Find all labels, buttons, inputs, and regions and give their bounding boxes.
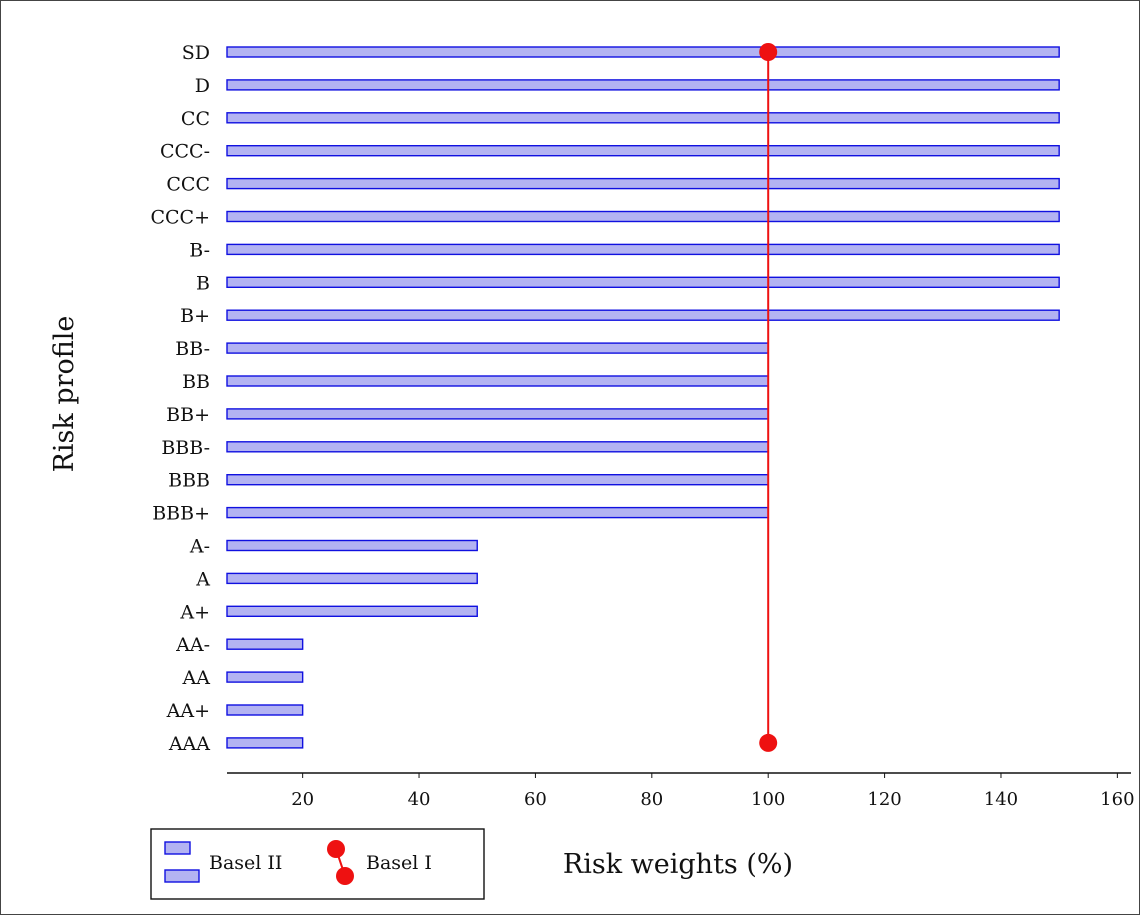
category-label-ccc: CCC bbox=[166, 174, 210, 196]
bar-bplus bbox=[226, 309, 1060, 321]
category-label-cccplus: CCC+ bbox=[150, 207, 210, 229]
bar-a bbox=[226, 572, 478, 585]
legend-basel-ii-label: Basel II bbox=[209, 852, 282, 874]
category-label-aplus: A+ bbox=[179, 601, 210, 623]
category-label-cccminus: CCC- bbox=[160, 141, 210, 163]
basel-i-series bbox=[759, 43, 778, 752]
bar-d bbox=[226, 79, 1060, 91]
legend-box bbox=[150, 828, 485, 900]
category-label-bbplus: BB+ bbox=[166, 404, 210, 426]
x-tick-label-20: 20 bbox=[291, 789, 314, 810]
category-label-a: A bbox=[195, 568, 210, 590]
bar-aaminus bbox=[226, 638, 304, 650]
bar-bbbplus bbox=[226, 506, 769, 519]
x-tick-label-160: 160 bbox=[1100, 789, 1134, 810]
legend-basel-i-marker-upper bbox=[327, 840, 345, 858]
category-label-bb: BB bbox=[182, 371, 210, 393]
category-label-aa: AA bbox=[182, 667, 211, 689]
bar-ccc bbox=[226, 177, 1060, 190]
bar-aminus bbox=[226, 539, 478, 552]
bar-aaa bbox=[226, 737, 304, 749]
category-label-d: D bbox=[195, 75, 210, 97]
category-label-bminus: B- bbox=[189, 239, 210, 261]
category-label-aaminus: AA- bbox=[175, 634, 210, 656]
bars-group bbox=[226, 46, 1060, 749]
bar-b bbox=[226, 276, 1060, 288]
legend-basel-i-label: Basel I bbox=[366, 852, 432, 874]
y-axis-title: Risk profile bbox=[49, 316, 80, 473]
category-label-sd: SD bbox=[182, 42, 210, 64]
x-tick-label-140: 140 bbox=[984, 789, 1018, 810]
bar-bbbminus bbox=[226, 441, 769, 453]
x-tick-label-80: 80 bbox=[640, 789, 663, 810]
legend-basel-ii-swatch-lower bbox=[164, 869, 200, 883]
bar-cccplus bbox=[226, 210, 1060, 223]
category-label-bbbplus: BBB+ bbox=[152, 503, 210, 525]
x-tick-label-120: 120 bbox=[867, 789, 901, 810]
category-label-bbb: BBB bbox=[168, 470, 210, 492]
legend-basel-i-marker-lower bbox=[336, 867, 354, 885]
legend-basel-ii-swatch-upper bbox=[164, 841, 191, 855]
bar-aa bbox=[226, 671, 304, 683]
bar-aaplus bbox=[226, 704, 304, 716]
category-label-aaplus: AA+ bbox=[166, 700, 210, 722]
bar-cc bbox=[226, 112, 1060, 124]
bar-sd bbox=[226, 46, 1060, 58]
bar-bbplus bbox=[226, 408, 769, 420]
category-label-aminus: A- bbox=[189, 536, 210, 558]
legend: Basel II Basel I bbox=[150, 828, 485, 900]
category-label-b: B bbox=[196, 272, 210, 294]
basel-i-marker-top bbox=[759, 43, 778, 61]
bar-aplus bbox=[226, 605, 478, 617]
basel-i-marker-bottom bbox=[759, 733, 778, 752]
x-ticks: 20 40 60 80 100 120 140 160 bbox=[291, 773, 1135, 810]
x-tick-label-100: 100 bbox=[751, 789, 785, 810]
category-label-bbbminus: BBB- bbox=[161, 437, 210, 459]
category-labels: SDDCCCCC-CCCCCC+B-BB+BB-BBBB+BBB-BBBBBB+… bbox=[150, 42, 210, 755]
x-tick-label-40: 40 bbox=[408, 789, 431, 810]
bar-bminus bbox=[226, 243, 1060, 256]
category-label-bplus: B+ bbox=[180, 305, 210, 327]
category-label-cc: CC bbox=[181, 108, 210, 130]
bar-cccminus bbox=[226, 144, 1060, 157]
bar-bbminus bbox=[226, 342, 769, 354]
category-label-bbminus: BB- bbox=[175, 338, 210, 360]
x-tick-label-60: 60 bbox=[524, 789, 547, 810]
bar-bbb bbox=[226, 474, 769, 486]
x-axis-title: Risk weights (%) bbox=[563, 849, 793, 880]
bar-bb bbox=[226, 375, 769, 387]
category-label-aaa: AAA bbox=[168, 733, 210, 755]
